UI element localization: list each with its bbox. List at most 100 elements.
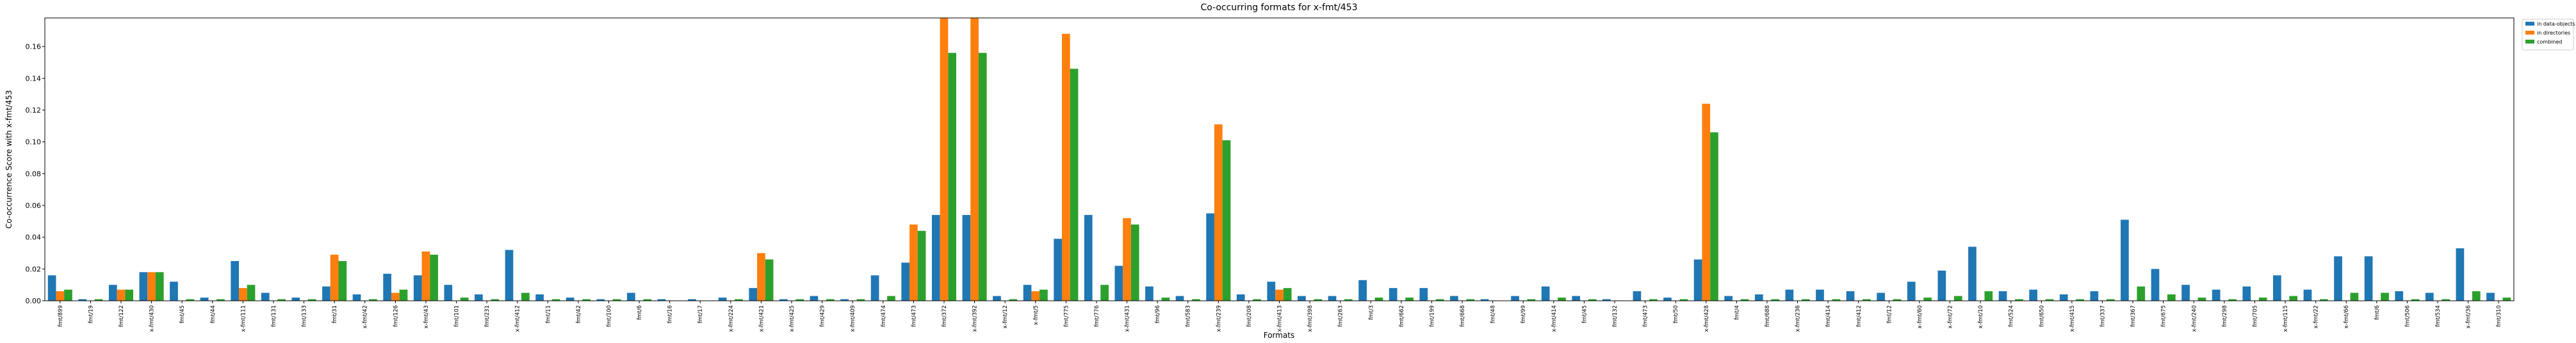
bar xyxy=(2364,256,2373,301)
bar xyxy=(139,272,148,301)
bar xyxy=(1253,299,1261,301)
bar xyxy=(2015,299,2023,301)
x-tick-label: fmt/6 xyxy=(637,305,643,320)
bar xyxy=(1893,299,1902,301)
bar xyxy=(1314,299,1323,301)
bar xyxy=(2381,292,2389,301)
bar xyxy=(765,259,774,301)
x-tick-label: fmt/100 xyxy=(606,305,612,327)
bar xyxy=(1009,299,1018,301)
bar xyxy=(1062,33,1070,301)
bar xyxy=(444,285,453,301)
bar xyxy=(931,214,940,301)
y-tick-label: 0.06 xyxy=(26,202,42,210)
bar xyxy=(1588,299,1597,301)
x-tick-label: x-fmt/412 xyxy=(515,305,521,332)
x-tick-label: fmt/668 xyxy=(1460,305,1466,327)
bar xyxy=(1541,286,1550,301)
bar xyxy=(2289,296,2298,301)
bar xyxy=(978,52,987,301)
bar xyxy=(505,250,514,301)
bar xyxy=(1923,298,1932,301)
x-axis-label: Formats xyxy=(1264,331,1295,340)
bar xyxy=(291,298,300,301)
bar xyxy=(1846,291,1855,301)
x-tick-label: fmt/101 xyxy=(454,305,461,327)
bar xyxy=(688,299,696,301)
x-tick-label: fmt/4 xyxy=(1734,305,1740,320)
bar xyxy=(1649,299,1658,301)
bar xyxy=(962,214,971,301)
bar xyxy=(535,294,544,301)
x-tick-label: fmt/675 xyxy=(2161,305,2167,327)
bar xyxy=(2137,286,2146,301)
bar xyxy=(2242,286,2251,301)
bar xyxy=(1039,289,1048,301)
bar xyxy=(2151,269,2160,301)
x-tick-label: fmt/96 xyxy=(1155,305,1161,323)
bar xyxy=(352,294,361,301)
x-tick-label: x-fmt/12 xyxy=(1002,305,1009,328)
legend: in data-objects in directories combined xyxy=(2522,19,2575,51)
x-tick-label: fmt/99 xyxy=(1520,305,1527,323)
x-tick-label: x-fmt/421 xyxy=(758,305,765,332)
bar xyxy=(2502,298,2511,301)
bar xyxy=(1679,299,1688,301)
bar xyxy=(1070,68,1079,301)
x-tick-label: fmt/414 xyxy=(1825,305,1832,327)
bar xyxy=(1283,288,1292,301)
x-tick-label: fmt/3 xyxy=(1368,305,1374,320)
y-tick-label: 0.14 xyxy=(26,74,42,83)
bar xyxy=(147,272,156,301)
bar xyxy=(1558,298,1566,301)
bar xyxy=(1206,213,1214,301)
bar xyxy=(430,254,438,301)
bar xyxy=(826,299,835,301)
bar xyxy=(2167,294,2176,301)
x-tick-label: x-fmt/42 xyxy=(363,305,369,328)
legend-box xyxy=(2522,19,2574,51)
bar xyxy=(1031,291,1040,301)
bar xyxy=(239,288,247,301)
bar xyxy=(582,299,591,301)
x-tick-label: fmt/367 xyxy=(2130,305,2137,327)
bar xyxy=(1236,294,1245,301)
bar xyxy=(1358,280,1367,301)
x-tick-label: fmt/48 xyxy=(1490,305,1497,323)
bar xyxy=(2411,299,2420,301)
bar xyxy=(1754,294,1763,301)
legend-swatch xyxy=(2525,40,2534,44)
bar xyxy=(1785,289,1794,301)
x-tick-label: fmt/473 xyxy=(911,305,917,327)
bar xyxy=(1114,266,1123,301)
x-tick-label: fmt/650 xyxy=(2039,305,2045,327)
bar xyxy=(64,289,72,301)
legend-label: combined xyxy=(2537,39,2562,45)
bar xyxy=(1480,299,1489,301)
bar xyxy=(643,299,652,301)
bar xyxy=(1527,299,1536,301)
bar xyxy=(2456,248,2465,301)
bar xyxy=(627,292,635,301)
bar xyxy=(170,282,178,301)
bar xyxy=(2425,292,2434,301)
x-tick-label: fmt/11 xyxy=(545,305,551,323)
bar xyxy=(1998,291,2007,301)
bar xyxy=(125,289,134,301)
bar xyxy=(612,299,621,301)
y-axis-label: Co-occurrence Score with x-fmt/453 xyxy=(4,90,13,229)
bar xyxy=(47,275,56,301)
x-tick-label: fmt/199 xyxy=(1429,305,1435,327)
x-tick-label: fmt/899 xyxy=(58,305,64,327)
bar xyxy=(870,275,879,301)
x-tick-label: x-fmt/431 xyxy=(1125,305,1131,332)
x-tick-label: fmt/231 xyxy=(484,305,491,327)
bar xyxy=(421,251,430,301)
bar xyxy=(1435,299,1444,301)
x-tick-label: x-fmt/392 xyxy=(972,305,979,332)
bar xyxy=(1633,291,1642,301)
x-tick-label: fmt/12 xyxy=(1886,305,1893,323)
x-tick-label: fmt/298 xyxy=(2222,305,2228,327)
bar xyxy=(369,299,377,301)
x-tick-label: fmt/42 xyxy=(576,305,582,323)
